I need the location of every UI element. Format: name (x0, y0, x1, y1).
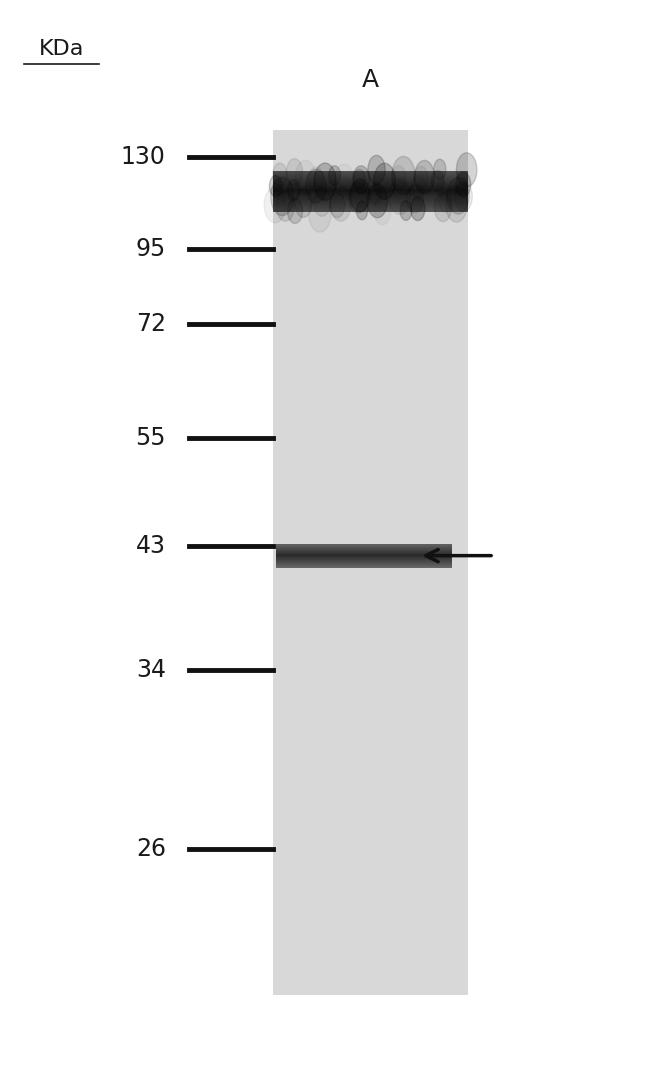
Circle shape (353, 165, 370, 193)
Circle shape (349, 182, 367, 213)
Circle shape (287, 179, 300, 201)
Circle shape (330, 187, 351, 222)
Text: 95: 95 (135, 237, 166, 261)
Circle shape (447, 177, 469, 214)
Circle shape (269, 175, 282, 197)
Text: 43: 43 (136, 534, 166, 558)
Circle shape (389, 178, 411, 214)
Circle shape (330, 192, 344, 217)
Text: 130: 130 (121, 145, 166, 169)
Circle shape (295, 189, 312, 217)
Circle shape (434, 192, 452, 222)
Circle shape (432, 171, 444, 191)
Circle shape (270, 177, 294, 215)
Circle shape (414, 166, 428, 189)
Circle shape (264, 187, 286, 223)
Circle shape (313, 188, 331, 216)
Text: 34: 34 (136, 658, 166, 682)
Circle shape (350, 179, 370, 212)
Circle shape (406, 185, 424, 213)
Circle shape (368, 156, 385, 184)
Circle shape (356, 201, 368, 219)
Circle shape (374, 163, 395, 199)
Circle shape (434, 159, 446, 179)
Circle shape (314, 163, 336, 200)
Circle shape (306, 170, 326, 203)
Circle shape (456, 152, 477, 187)
Circle shape (367, 184, 387, 217)
Text: 55: 55 (135, 426, 166, 450)
Circle shape (455, 182, 473, 211)
Circle shape (411, 197, 425, 221)
Circle shape (276, 191, 294, 222)
Text: A: A (362, 68, 379, 92)
Text: 26: 26 (136, 837, 166, 860)
Circle shape (392, 157, 415, 195)
Bar (273, 130, 468, 995)
Circle shape (287, 198, 303, 224)
Text: 72: 72 (136, 312, 166, 336)
Circle shape (400, 201, 412, 221)
Circle shape (354, 170, 365, 189)
Circle shape (369, 183, 382, 204)
Circle shape (273, 163, 287, 187)
Circle shape (456, 172, 471, 197)
Circle shape (329, 165, 341, 186)
Circle shape (445, 186, 467, 223)
Text: KDa: KDa (39, 39, 84, 59)
Circle shape (287, 159, 302, 186)
Circle shape (309, 196, 331, 232)
Circle shape (415, 160, 434, 193)
Circle shape (391, 165, 406, 190)
